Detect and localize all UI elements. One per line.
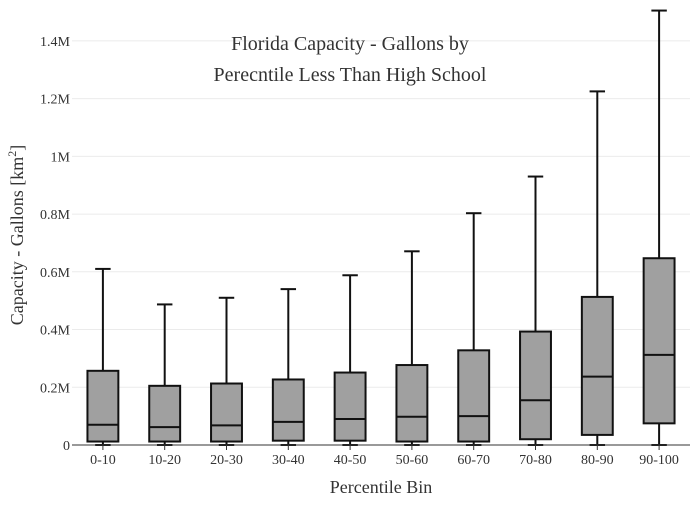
iqr-box: [519, 330, 552, 441]
x-tick-label: 20-30: [210, 453, 243, 468]
chart-title-line-1: Florida Capacity - Gallons by: [231, 33, 469, 55]
y-axis-title: Capacity - Gallons [km2]: [5, 145, 27, 325]
x-tick-label: 10-20: [148, 453, 181, 468]
y-tick-label: 1.4M: [40, 35, 71, 50]
iqr-box: [271, 378, 305, 442]
iqr-box: [210, 382, 243, 443]
y-tick-label: 0: [63, 439, 70, 454]
chart-title-line-2: Perecntile Less Than High School: [214, 64, 487, 86]
box-60-70: [457, 212, 491, 446]
y-tick-label: 1.2M: [40, 93, 71, 108]
y-axis-title-superscript: 2: [5, 151, 19, 157]
iqr-box: [395, 364, 429, 443]
y-tick-label: 0.6M: [40, 266, 71, 281]
box-80-90: [580, 90, 614, 446]
y-tick-label: 0.2M: [40, 381, 71, 396]
box-40-50: [333, 274, 367, 446]
y-axis-title-close: ]: [7, 145, 27, 151]
box-20-30: [210, 296, 243, 446]
iqr-box: [642, 257, 676, 425]
iqr-box: [333, 371, 367, 442]
y-tick-label: 1M: [51, 150, 71, 165]
x-axis-title: Percentile Bin: [330, 477, 432, 497]
x-tick-label: 70-80: [519, 453, 552, 468]
y-axis-title-main: Capacity - Gallons [km: [7, 157, 27, 325]
x-tick-label: 60-70: [457, 453, 490, 468]
x-tick-label: 50-60: [396, 453, 429, 468]
iqr-box: [580, 295, 614, 436]
y-tick-label: 0.4M: [40, 324, 71, 339]
grid-layer: [72, 40, 690, 388]
box-30-40: [271, 288, 305, 446]
box-0-10: [86, 267, 120, 446]
x-tick-label: 40-50: [334, 453, 367, 468]
y-tick-label: 0.8M: [40, 208, 71, 223]
box-layer: [86, 9, 676, 446]
x-tick-label: 90-100: [639, 453, 679, 468]
box-70-80: [519, 175, 552, 446]
box-90-100: [642, 9, 676, 446]
iqr-box: [148, 384, 182, 443]
axis-layer: 0 0.2M 0.4M 0.6M 0.8M 1M 1.2M 1.4M 0-10 10-20 20-3…: [40, 35, 690, 468]
x-tick-label: 80-90: [581, 453, 614, 468]
iqr-box: [457, 349, 491, 443]
x-tick-label: 0-10: [90, 453, 116, 468]
box-10-20: [148, 303, 182, 446]
iqr-box: [86, 369, 120, 443]
box-50-60: [395, 250, 429, 446]
x-tick-label: 30-40: [272, 453, 305, 468]
